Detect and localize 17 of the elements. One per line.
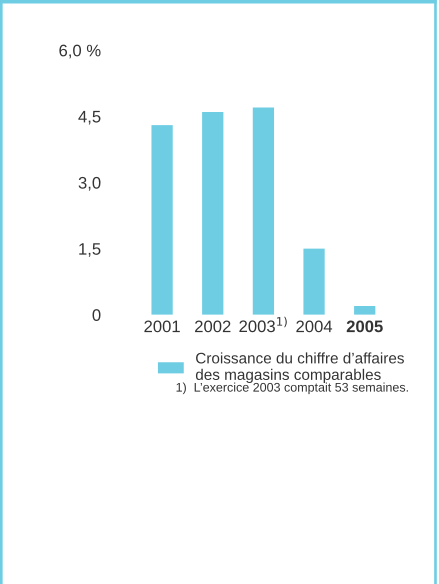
- bar: [354, 306, 376, 315]
- text: 1) L’exercice 2003 comptait 53 semaines.: [176, 382, 408, 394]
- bar: [252, 108, 274, 315]
- bar: [303, 248, 325, 315]
- bar: [202, 112, 224, 315]
- bar: [151, 125, 173, 315]
- y-tick-label: 1,5: [79, 243, 100, 257]
- y-tick-label: 6,0 %: [59, 44, 101, 58]
- x-tick-label: 2001: [144, 320, 180, 332]
- x-tick-label: 2005: [346, 320, 383, 332]
- x-tick-label: 2002: [195, 320, 230, 332]
- x-tick-label: 2003$^{1)}$: [239, 316, 287, 332]
- x-tick-label: 2004: [296, 320, 332, 332]
- y-tick-label: 4,5: [78, 110, 100, 125]
- y-tick-label: 3,0: [78, 176, 100, 191]
- legend-label: Croissance du chiffre d’affaires des magasins comparables: [196, 352, 404, 384]
- y-tick-label: 0: [92, 309, 100, 321]
